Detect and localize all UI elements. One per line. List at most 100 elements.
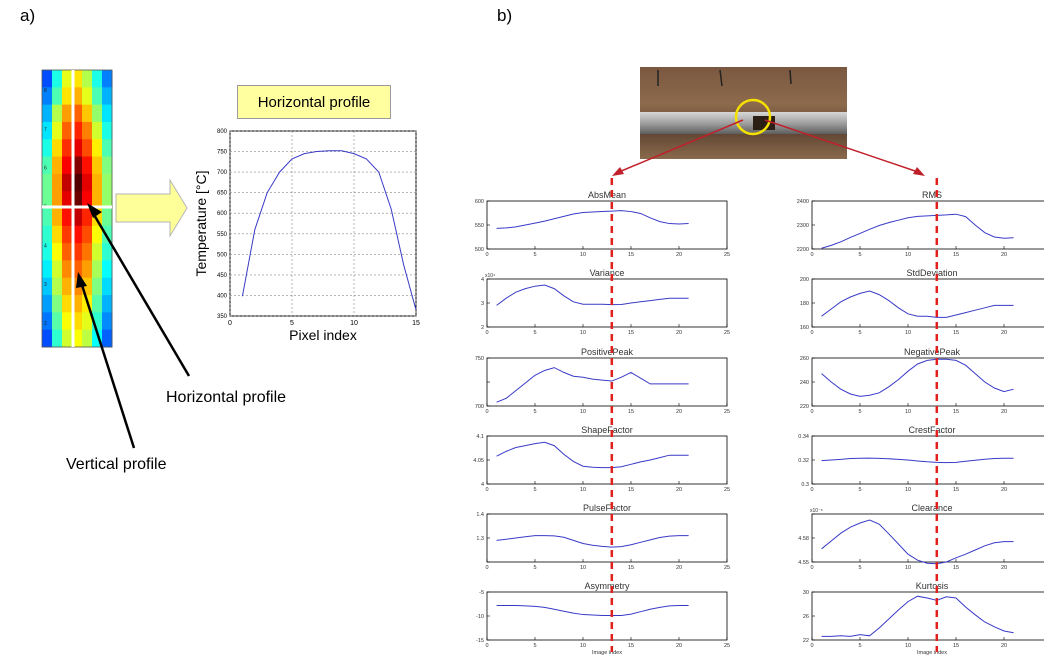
heatmap-cell [102, 104, 113, 123]
heatmap-cell [102, 208, 113, 227]
profile-ytick-label: 450 [217, 273, 228, 279]
small-chart-ytick-label: 2400 [797, 199, 809, 205]
profile-xtick-label: 5 [290, 320, 294, 327]
small-chart-ytick-label: 30 [803, 590, 809, 596]
heatmap-cell [92, 225, 103, 244]
heatmap-cell [62, 70, 73, 88]
small-chart-series-line [821, 358, 1014, 397]
heatmap-cell [102, 312, 113, 331]
heatmap-cell [102, 139, 113, 158]
small-chart-series-line [821, 519, 1014, 565]
small-chart-ytick-label: -10 [476, 614, 484, 620]
heatmap-cell [72, 104, 83, 123]
small-chart-series-line [821, 457, 1014, 464]
horizontal-profile-box: Horizontal profile [237, 85, 391, 119]
heatmap-cell [52, 173, 63, 192]
small-chart-xtick-label: 15 [953, 643, 959, 649]
photo-pointer-right [764, 119, 919, 173]
small-chart-title: PulseFactor [583, 503, 631, 513]
heatmap-cell [92, 329, 103, 348]
small-chart-xtick-label: 15 [628, 409, 634, 415]
photo-pointer-right-arrowhead-icon [913, 167, 925, 176]
heatmap-cell [72, 312, 83, 331]
small-chart-xtick-label: 0 [485, 330, 488, 336]
small-chart-frame [811, 278, 1044, 328]
heatmap-cell [102, 87, 113, 106]
heatmap-cell [62, 295, 73, 313]
heatmap-cell [92, 87, 103, 106]
profile-ytick-label: 550 [217, 232, 228, 238]
small-chart-xtick-label: 5 [858, 643, 861, 649]
heatmap-cell [82, 243, 93, 261]
small-chart-frame [486, 513, 728, 563]
small-chart-xtick-label: 5 [858, 487, 861, 493]
small-chart-xtick-label: 0 [810, 565, 813, 571]
profile-y-axis-label: Temperature [°C] [193, 171, 209, 277]
small-chart-xtick-label: 20 [676, 565, 682, 571]
heatmap-cell [82, 191, 93, 209]
small-chart-frame [486, 357, 728, 407]
heatmap-cell [92, 208, 103, 227]
small-chart-ytick-label: 240 [800, 380, 809, 386]
heatmap-cell [72, 121, 83, 140]
small-chart-series-line [496, 441, 689, 469]
small-chart-xtick-label: 25 [724, 565, 730, 571]
small-chart-xtick-label: 5 [533, 409, 536, 415]
heatmap-tick-label: 8 [44, 88, 47, 94]
profile-xtick-label: 15 [412, 320, 420, 327]
heatmap-cell [52, 191, 63, 209]
profile-ytick-label: 650 [217, 191, 228, 197]
heatmap-cell [102, 295, 113, 313]
heatmap-cell [72, 139, 83, 158]
heatmap-cell [92, 173, 103, 192]
panel-label-a: a) [20, 6, 36, 25]
heatmap-cell [62, 225, 73, 244]
horizontal-profile-box-text: Horizontal profile [257, 93, 371, 111]
heatmap-cell [62, 277, 73, 296]
horizontal-pointer-arrow [91, 212, 191, 377]
heatmap-cell [82, 121, 93, 140]
profile-ytick-label: 600 [217, 211, 228, 217]
small-chart-xtick-label: 20 [676, 487, 682, 493]
heatmap-cell [102, 191, 113, 209]
heatmap-cell [82, 208, 93, 227]
heatmap-cell [102, 329, 113, 348]
small-chart-xtick-label: 10 [580, 565, 586, 571]
small-chart-frame [486, 278, 728, 328]
profile-ytick-label: 350 [217, 314, 228, 320]
heatmap-cell [82, 156, 93, 175]
small-chart-xtick-label: 0 [810, 643, 813, 649]
defect-circle-icon [734, 98, 772, 136]
small-chart-series-line [496, 284, 689, 306]
heatmap-cell [82, 260, 93, 279]
heatmap-cell [62, 191, 73, 209]
vertical-pointer-arrowhead-icon [76, 272, 87, 288]
small-chart-xtick-label: 10 [580, 252, 586, 258]
small-chart-asymmetry: Asymmetry -15 -10 -5 0 5 10 15 20 25 Image index [476, 581, 730, 656]
small-chart-ytick-label: 260 [800, 356, 809, 362]
small-chart-series-line [821, 290, 1014, 318]
heatmap-cell [102, 121, 113, 140]
heatmap-cell [62, 312, 73, 331]
photo-pointer-left [618, 119, 744, 173]
small-chart-series-line [496, 535, 689, 548]
small-chart-ytick-label: -15 [476, 638, 484, 644]
heatmap-cell [102, 156, 113, 175]
heatmap-cell [72, 191, 83, 209]
heatmap-cell [52, 260, 63, 279]
small-chart-xtick-label: 15 [628, 565, 634, 571]
heatmap-cell [72, 225, 83, 244]
small-chart-ytick-label: 4 [481, 482, 484, 488]
heatmap-cell [52, 329, 63, 348]
small-chart-xtick-label: 5 [858, 409, 861, 415]
heatmap-cell [42, 243, 53, 261]
heatmap-cell [72, 243, 83, 261]
small-chart-title: Variance [590, 268, 625, 278]
heatmap-cell [42, 139, 53, 158]
heatmap-cell [102, 260, 113, 279]
heatmap-cell [62, 139, 73, 158]
heatmap-cell [92, 243, 103, 261]
small-chart-x-axis-label: Image index [917, 650, 947, 656]
vertical-pointer-arrow [79, 281, 136, 449]
heatmap-tick-label: 7 [44, 127, 47, 133]
